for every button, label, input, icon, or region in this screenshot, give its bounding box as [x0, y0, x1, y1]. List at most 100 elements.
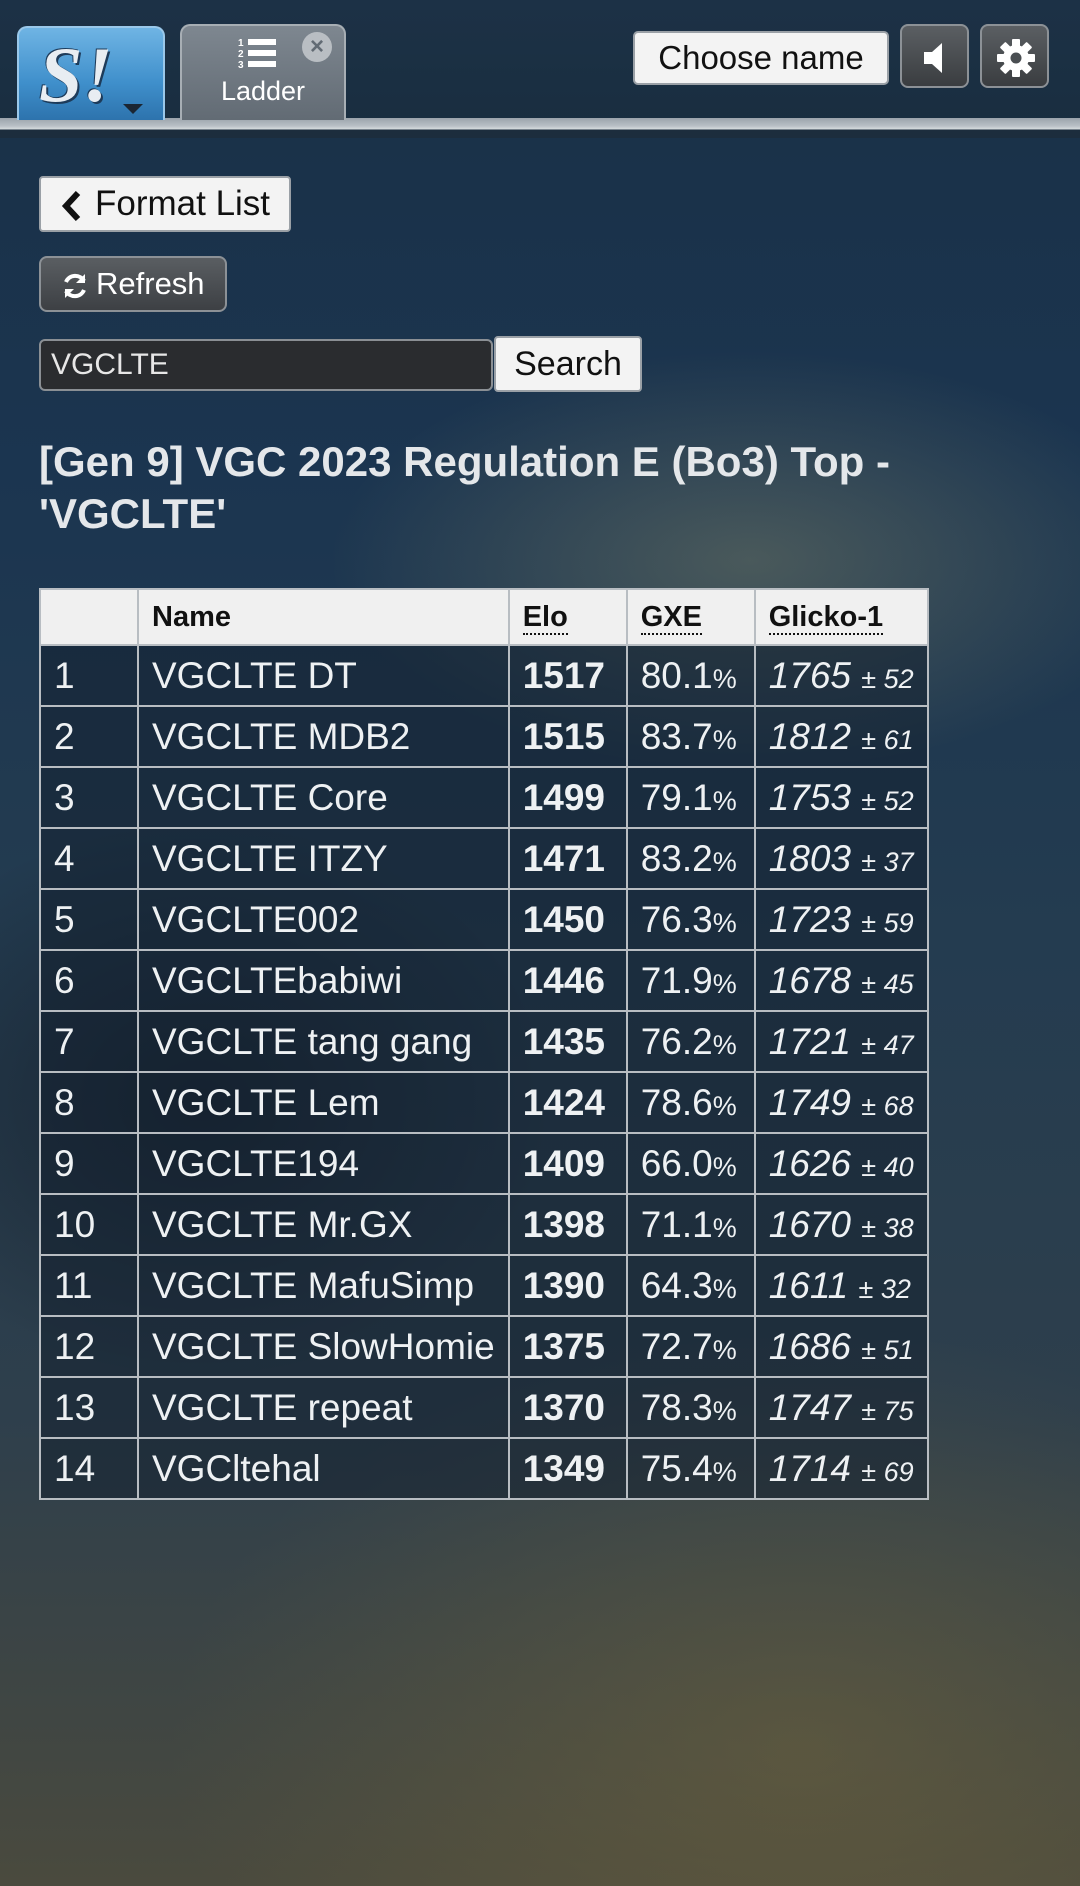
gxe-cell: 80.1%: [625, 644, 756, 707]
gxe-cell: 79.1%: [625, 766, 756, 829]
column-header-glicko-label: Glicko-1: [768, 600, 884, 635]
gxe-cell: 78.3%: [625, 1376, 756, 1439]
tab-ladder[interactable]: 1 2 3 Ladder ×: [180, 24, 346, 120]
table-row: 14 VGCltehal 1349 75.4% 1714 ± 69: [39, 1437, 929, 1500]
player-name[interactable]: VGCLTE Lem: [152, 1081, 380, 1123]
format-list-label: Format List: [95, 184, 271, 223]
glicko-rating: 1812: [768, 715, 851, 757]
player-name[interactable]: VGCLTE Core: [152, 776, 388, 818]
player-name-cell[interactable]: VGCLTE tang gang: [137, 1010, 510, 1073]
showdown-logo-icon: S!: [39, 31, 113, 118]
column-header-glicko[interactable]: Glicko-1: [753, 588, 929, 646]
player-name-cell[interactable]: VGCLTE Mr.GX: [137, 1193, 510, 1256]
gxe-cell: 75.4%: [625, 1437, 756, 1500]
rank-cell: 6: [39, 949, 139, 1012]
glicko-deviation: ± 45: [861, 968, 914, 999]
ladder-table-body: 1 VGCLTE DT 1517 80.1% 1765 ± 52 2 VGCLTE MDB2…: [39, 644, 929, 1500]
gxe-value: 75.4: [640, 1447, 713, 1489]
table-row: 11 VGCLTE MafuSimp 1390 64.3% 1611 ± 32: [39, 1254, 929, 1317]
refresh-label: Refresh: [96, 266, 205, 301]
main-menu-tab[interactable]: S!: [17, 26, 165, 120]
elo-cell: 1424: [507, 1071, 628, 1134]
sound-button[interactable]: [900, 24, 969, 88]
glicko-cell: 1765 ± 52: [753, 644, 929, 707]
gxe-value: 66.0: [640, 1142, 713, 1184]
table-row: 6 VGCLTEbabiwi 1446 71.9% 1678 ± 45: [39, 949, 929, 1012]
player-name-cell[interactable]: VGCLTE repeat: [137, 1376, 510, 1439]
gxe-value: 71.9: [640, 959, 713, 1001]
rank-cell: 9: [39, 1132, 139, 1195]
settings-button[interactable]: [980, 24, 1049, 88]
player-name-cell[interactable]: VGCLTE DT: [137, 644, 510, 707]
table-row: 7 VGCLTE tang gang 1435 76.2% 1721 ± 47: [39, 1010, 929, 1073]
gxe-cell: 71.1%: [625, 1193, 756, 1256]
column-header-gxe[interactable]: GXE: [625, 588, 756, 646]
player-name[interactable]: VGCLTE SlowHomie: [152, 1325, 495, 1367]
choose-name-button[interactable]: Choose name: [633, 31, 889, 85]
player-name-cell[interactable]: VGCLTEbabiwi: [137, 949, 510, 1012]
player-name-cell[interactable]: VGCLTE002: [137, 888, 510, 951]
gxe-unit: %: [712, 907, 737, 938]
player-name[interactable]: VGCLTE DT: [152, 654, 357, 696]
header-divider: [0, 118, 1080, 138]
player-name[interactable]: VGCLTE002: [152, 898, 360, 940]
glicko-cell: 1670 ± 38: [753, 1193, 929, 1256]
search-input[interactable]: [39, 339, 493, 391]
player-name-cell[interactable]: VGCLTE ITZY: [137, 827, 510, 890]
glicko-deviation: ± 52: [861, 663, 914, 694]
player-name[interactable]: VGCLTE ITZY: [152, 837, 388, 879]
rank-cell: 13: [39, 1376, 139, 1439]
player-name-cell[interactable]: VGCLTE Lem: [137, 1071, 510, 1134]
glicko-cell: 1723 ± 59: [753, 888, 929, 951]
column-header-elo-label: Elo: [522, 600, 568, 635]
player-name[interactable]: VGCLTE194: [152, 1142, 360, 1184]
gxe-cell: 76.2%: [625, 1010, 756, 1073]
player-name[interactable]: VGCLTE tang gang: [152, 1020, 473, 1062]
glicko-cell: 1686 ± 51: [753, 1315, 929, 1378]
column-header-elo[interactable]: Elo: [507, 588, 628, 646]
chevron-left-icon: [61, 191, 81, 221]
player-name[interactable]: VGCltehal: [152, 1447, 321, 1489]
player-name[interactable]: VGCLTEbabiwi: [152, 959, 403, 1001]
player-name-cell[interactable]: VGCltehal: [137, 1437, 510, 1500]
player-name[interactable]: VGCLTE MDB2: [152, 715, 411, 757]
search-button[interactable]: Search: [494, 336, 642, 392]
player-name[interactable]: VGCLTE MafuSimp: [152, 1264, 475, 1306]
column-header-name: Name: [137, 588, 510, 646]
glicko-deviation: ± 38: [861, 1212, 914, 1243]
gear-icon: [997, 39, 1035, 77]
glicko-deviation: ± 75: [861, 1395, 914, 1426]
glicko-deviation: ± 68: [861, 1090, 914, 1121]
glicko-rating: 1749: [768, 1081, 851, 1123]
glicko-cell: 1803 ± 37: [753, 827, 929, 890]
gxe-cell: 71.9%: [625, 949, 756, 1012]
gxe-value: 83.2: [640, 837, 713, 879]
player-name[interactable]: VGCLTE repeat: [152, 1386, 413, 1428]
glicko-deviation: ± 37: [861, 846, 914, 877]
glicko-cell: 1753 ± 52: [753, 766, 929, 829]
glicko-rating: 1753: [768, 776, 851, 818]
glicko-rating: 1747: [768, 1386, 851, 1428]
player-name-cell[interactable]: VGCLTE MafuSimp: [137, 1254, 510, 1317]
refresh-button[interactable]: Refresh: [39, 256, 227, 312]
player-name[interactable]: VGCLTE Mr.GX: [152, 1203, 413, 1245]
elo-cell: 1435: [507, 1010, 628, 1073]
player-name-cell[interactable]: VGCLTE MDB2: [137, 705, 510, 768]
elo-cell: 1499: [507, 766, 628, 829]
close-icon[interactable]: ×: [302, 32, 332, 62]
glicko-rating: 1626: [768, 1142, 851, 1184]
player-name-cell[interactable]: VGCLTE194: [137, 1132, 510, 1195]
format-list-button[interactable]: Format List: [39, 176, 291, 232]
gxe-unit: %: [712, 1212, 737, 1243]
glicko-rating: 1803: [768, 837, 851, 879]
glicko-rating: 1670: [768, 1203, 851, 1245]
gxe-cell: 76.3%: [625, 888, 756, 951]
player-name-cell[interactable]: VGCLTE Core: [137, 766, 510, 829]
gxe-cell: 83.7%: [625, 705, 756, 768]
table-row: 13 VGCLTE repeat 1370 78.3% 1747 ± 75: [39, 1376, 929, 1439]
glicko-deviation: ± 40: [861, 1151, 914, 1182]
table-row: 5 VGCLTE002 1450 76.3% 1723 ± 59: [39, 888, 929, 951]
glicko-cell: 1721 ± 47: [753, 1010, 929, 1073]
svg-text:3: 3: [238, 60, 244, 70]
player-name-cell[interactable]: VGCLTE SlowHomie: [137, 1315, 510, 1378]
